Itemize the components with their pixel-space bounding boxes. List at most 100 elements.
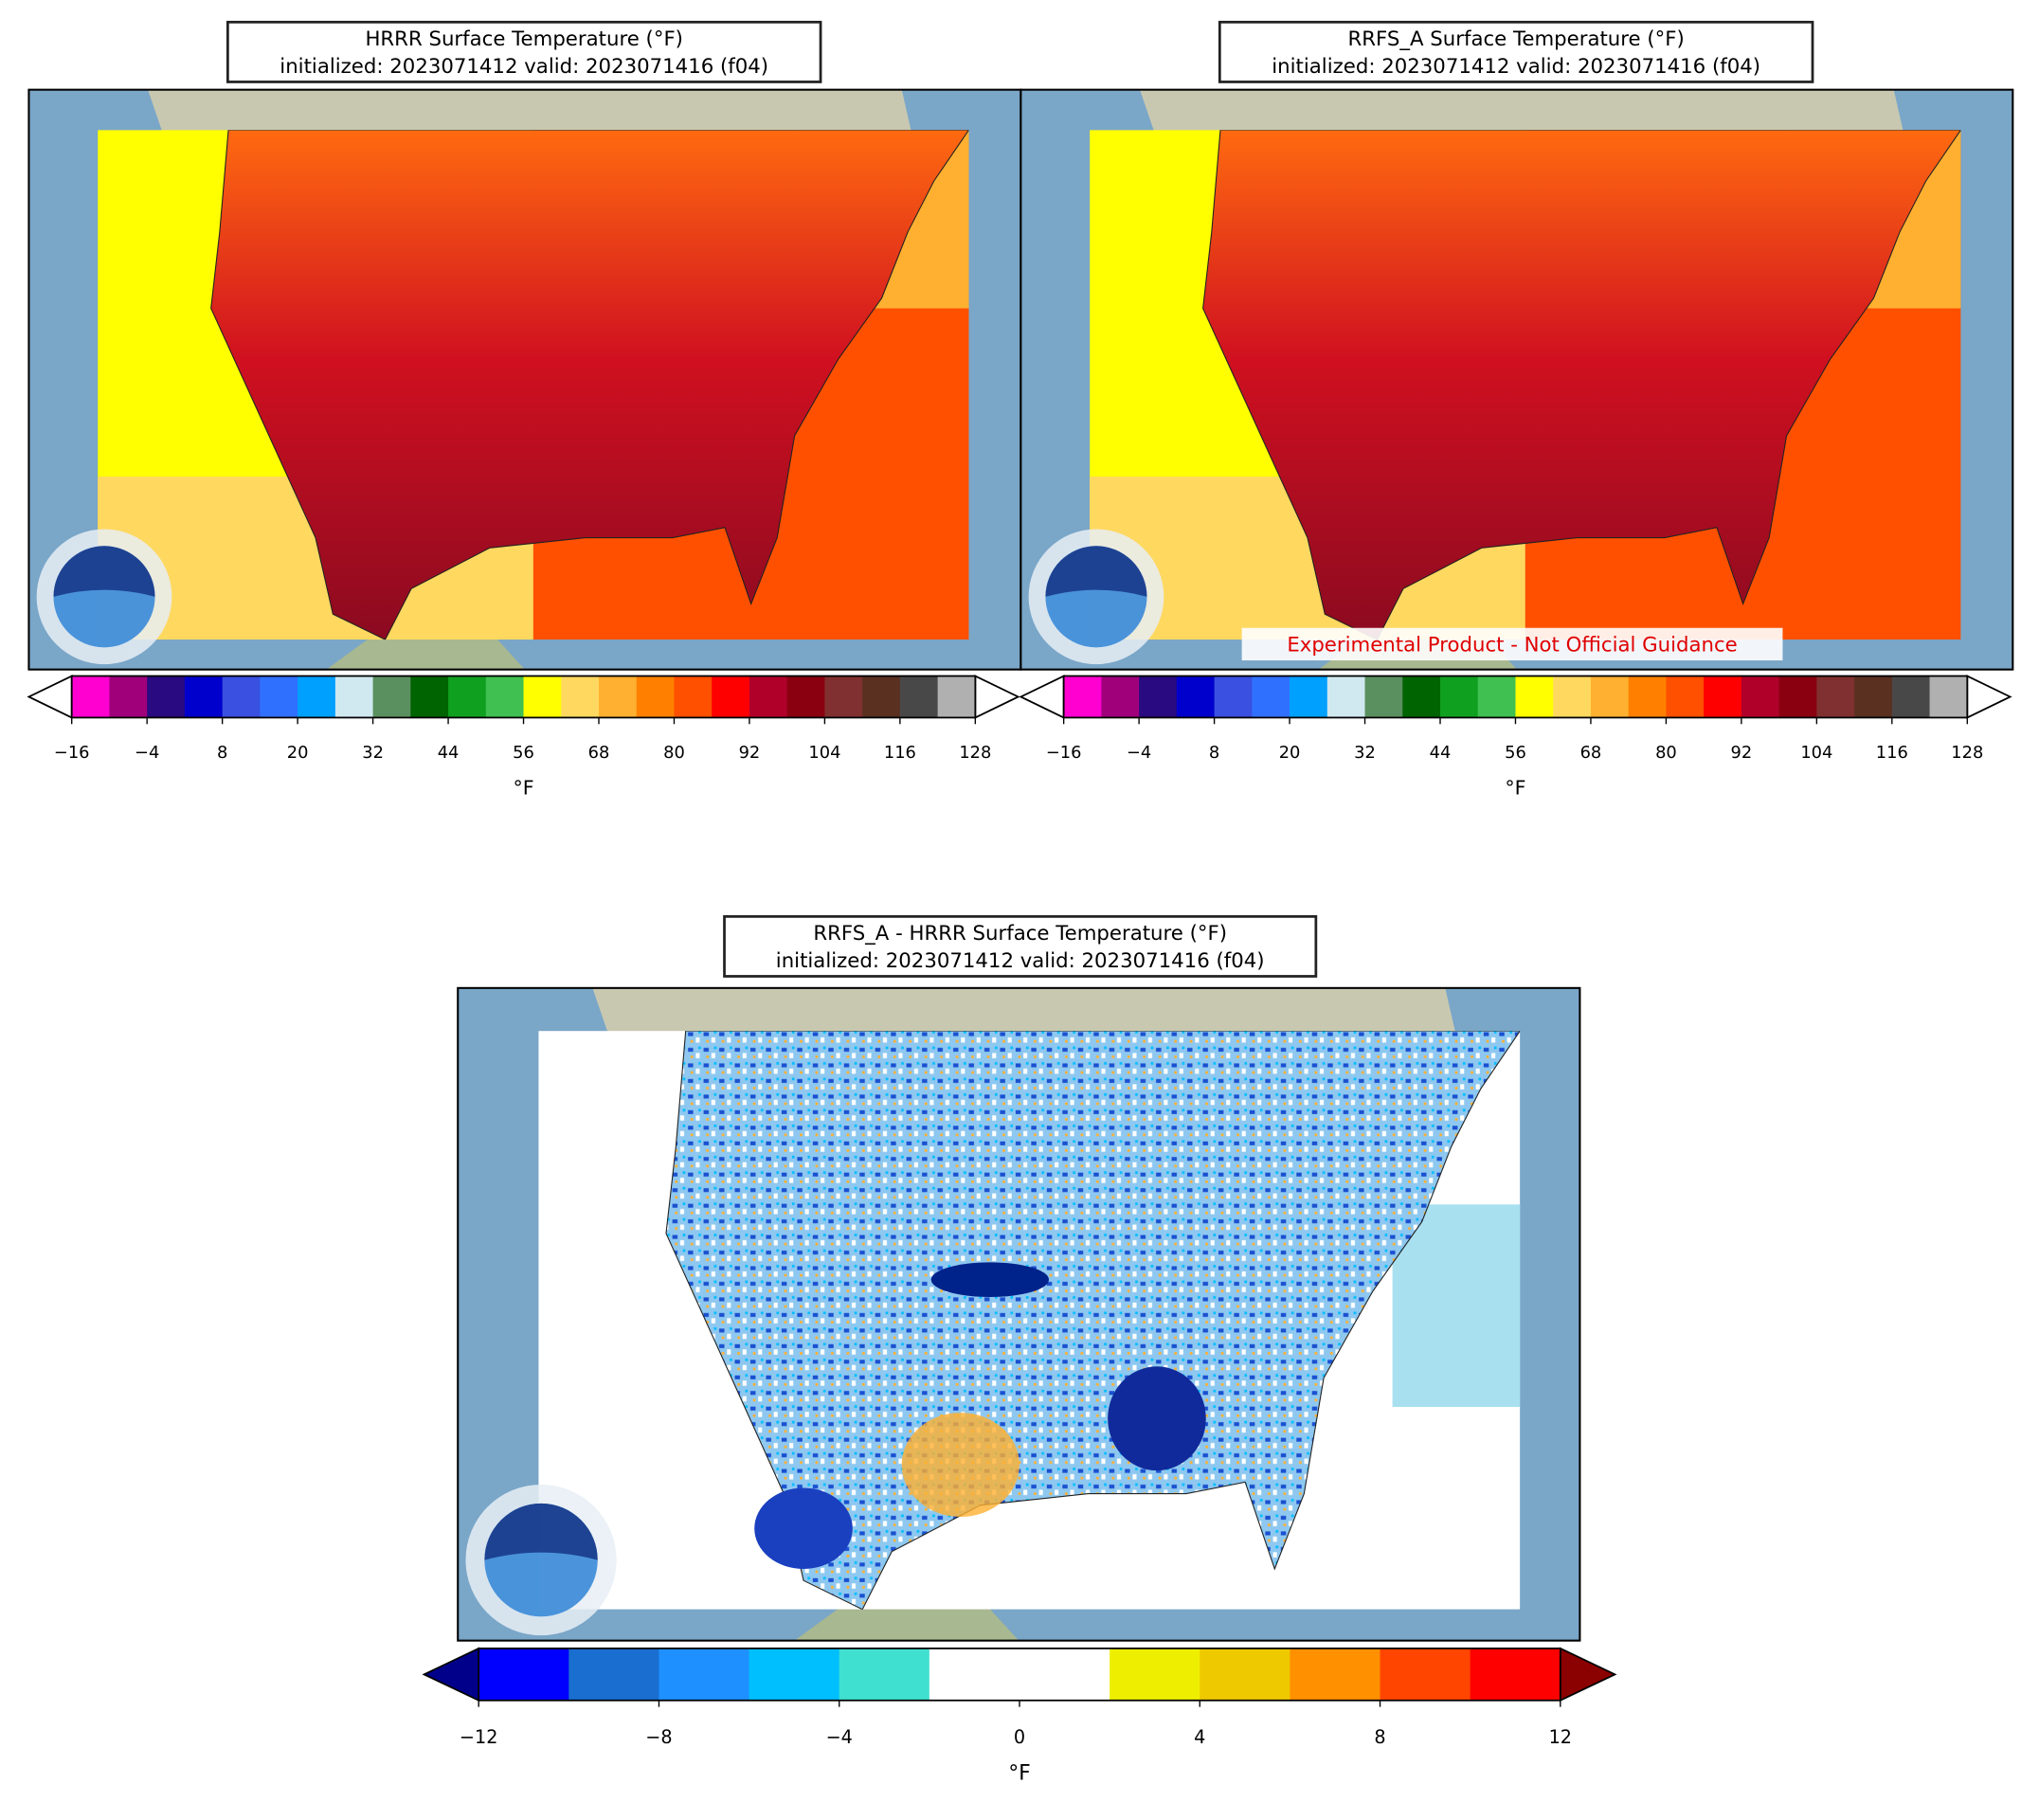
panel-subtitle: initialized: 2023071412 valid: 202307141… — [776, 949, 1265, 973]
colorbar-swatch — [1628, 676, 1667, 718]
colorbar-swatch — [674, 676, 713, 718]
colorbar-tick-label: 92 — [1731, 743, 1753, 763]
colorbar-extend — [1966, 675, 2012, 719]
panel-subtitle: initialized: 2023071412 valid: 202307141… — [1272, 55, 1760, 79]
colorbar-tick-label: 68 — [1580, 743, 1602, 763]
colorbar-swatch — [1590, 676, 1630, 718]
colorbar-swatch — [1816, 676, 1855, 718]
colorbar-swatch — [478, 1648, 569, 1701]
logo — [53, 546, 155, 597]
cold-patch — [754, 1487, 853, 1569]
data-field — [1090, 130, 1961, 640]
colorbar-swatch — [598, 676, 638, 718]
colorbar-swatch — [260, 676, 298, 718]
colorbar-extend — [27, 675, 73, 719]
data-field — [538, 1031, 1521, 1610]
colorbar-swatch — [1252, 676, 1290, 718]
colorbar-swatch — [1470, 1648, 1561, 1701]
colorbar-tick-label: 104 — [808, 743, 840, 763]
cold-patch — [1108, 1366, 1206, 1471]
colorbar-tick-label: −4 — [135, 743, 159, 763]
colorbar-swatch — [1200, 1648, 1290, 1701]
colorbar-swatch — [1515, 676, 1554, 718]
colorbar-swatch — [1741, 676, 1780, 718]
colorbar-swatch — [1402, 676, 1441, 718]
colorbar-swatch — [899, 676, 939, 718]
colorbar-swatch — [659, 1648, 750, 1701]
colorbar-swatch — [448, 676, 487, 718]
title-box — [226, 20, 822, 83]
colorbar-tick-label: 8 — [1209, 743, 1219, 763]
colorbar-tick-label: −16 — [54, 743, 90, 763]
colorbar-swatch — [1063, 676, 1102, 718]
colorbar-swatch — [749, 676, 788, 718]
colorbar-swatch — [839, 1648, 930, 1701]
colorbar-swatch — [937, 676, 976, 718]
colorbar-swatch — [71, 676, 110, 718]
colorbar-swatch — [1891, 676, 1931, 718]
colorbar-tick-label: 4 — [1194, 1726, 1205, 1748]
colorbar-swatch — [485, 676, 525, 718]
colorbar-label: °F — [1008, 1761, 1031, 1785]
colorbar-tick-label: 44 — [438, 743, 460, 763]
colorbar-tick-label: 80 — [1655, 743, 1677, 763]
colorbar-swatch — [1101, 676, 1140, 718]
colorbar-tick-label: 8 — [1374, 1726, 1385, 1748]
panel-title: RRFS_A - HRRR Surface Temperature (°F) — [813, 922, 1227, 946]
title-box — [1218, 20, 1814, 83]
colorbar-swatch — [1666, 676, 1705, 718]
colorbar-swatch — [1778, 676, 1817, 718]
colorbar-swatch — [749, 1648, 840, 1701]
colorbar-swatch — [1110, 1648, 1200, 1701]
logo — [484, 1503, 598, 1560]
colorbar-tick-label: 116 — [1876, 743, 1908, 763]
colorbar-swatch — [1440, 676, 1479, 718]
colorbar-swatch — [1176, 676, 1216, 718]
colorbar-swatch — [1704, 676, 1742, 718]
colorbar-tick-label: 92 — [739, 743, 761, 763]
colorbar-swatch — [786, 676, 825, 718]
colorbar-tick-label: 12 — [1549, 1726, 1572, 1748]
colorbar-label: °F — [513, 776, 533, 799]
panel-title: RRFS_A Surface Temperature (°F) — [1348, 27, 1685, 51]
colorbar-swatch — [1380, 1648, 1471, 1701]
colorbar-tick-label: 32 — [1354, 743, 1376, 763]
colorbar-tick-label: 56 — [1505, 743, 1526, 763]
colorbar-swatch — [334, 676, 374, 718]
colorbar-swatch — [410, 676, 449, 718]
title-box — [723, 914, 1318, 978]
colorbar-tick-label: 116 — [884, 743, 916, 763]
map-frame — [1020, 88, 2014, 671]
colorbar-swatch — [929, 1648, 1020, 1701]
colorbar-tick-label: 8 — [217, 743, 227, 763]
land-field — [210, 130, 969, 640]
colorbar-swatch — [1290, 1648, 1381, 1701]
colorbar-tick-label: 104 — [1800, 743, 1832, 763]
colorbar-swatch — [636, 676, 676, 718]
colorbar-tick-label: −4 — [826, 1726, 853, 1748]
colorbar-swatch — [568, 1648, 660, 1701]
colorbar-swatch — [372, 676, 411, 718]
warm-patch — [901, 1413, 1020, 1518]
colorbar-swatch — [523, 676, 562, 718]
colorbar-swatch — [109, 676, 148, 718]
colorbar-tick-label: 20 — [287, 743, 309, 763]
colorbar-swatch — [1553, 676, 1592, 718]
colorbar-tick-label: 80 — [663, 743, 685, 763]
colorbar-tick-label: 128 — [1951, 743, 1983, 763]
colorbar-tick-label: 0 — [1014, 1726, 1025, 1748]
colorbar-swatch — [1214, 676, 1253, 718]
colorbar-tick-label: 20 — [1279, 743, 1301, 763]
colorbar-tick-label: −4 — [1127, 743, 1151, 763]
colorbar-swatch — [1477, 676, 1517, 718]
colorbar-swatch — [561, 676, 600, 718]
land-field — [1202, 130, 1961, 640]
colorbar-tick-label: 32 — [362, 743, 384, 763]
colorbar-swatch — [1364, 676, 1403, 718]
colorbar-tick-label: 128 — [959, 743, 991, 763]
colorbar-swatch — [298, 676, 336, 718]
cold-patch — [930, 1262, 1050, 1297]
panel-subtitle: initialized: 2023071412 valid: 202307141… — [280, 55, 768, 79]
colorbar-swatch — [1020, 1648, 1110, 1701]
colorbar-tick-label: −16 — [1046, 743, 1082, 763]
